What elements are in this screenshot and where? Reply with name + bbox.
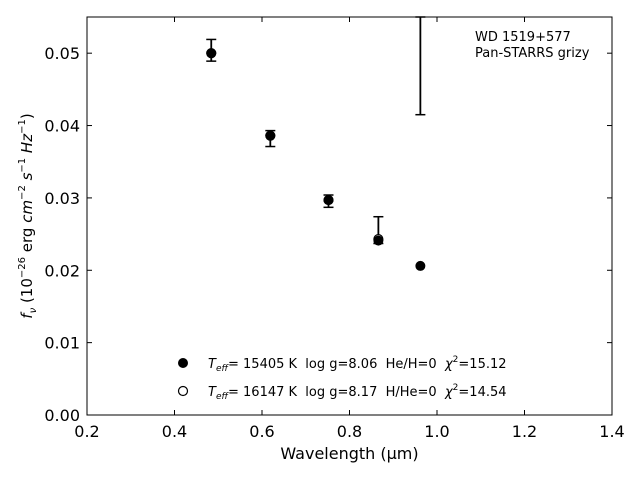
model-point-filled <box>415 260 426 271</box>
axes: 0.2 0.4 0.6 0.8 1.0 1.2 1.4 0.00 0.01 0.02 0.03 0.0… <box>44 17 625 441</box>
x-tick-label: 0.8 <box>337 422 362 441</box>
model-point-filled <box>265 130 276 141</box>
x-tick-label: 1.0 <box>424 422 449 441</box>
legend-marker-filled <box>178 358 188 368</box>
x-tick-label: 0.4 <box>162 422 187 441</box>
y-label-exp4: −1 <box>17 119 28 134</box>
x-tick-label: 1.2 <box>512 422 537 441</box>
y-label-erg: erg <box>18 223 36 257</box>
annotation-object-name: WD 1519+577 <box>475 30 571 45</box>
y-label-exp3: −1 <box>17 158 28 173</box>
y-tick-label: 0.00 <box>44 406 80 425</box>
y-label-exp2: −2 <box>17 185 28 200</box>
y-tick-label: 0.03 <box>44 189 80 208</box>
y-label-cm: cm <box>18 200 36 223</box>
legend-marker-open <box>177 385 189 397</box>
y-label-s: s <box>18 172 36 185</box>
y-label-hz: Hz <box>18 133 36 158</box>
legend-entry-1: Teff= 15405 K log g=8.06 He/H=0 χ2=15.12 <box>208 355 507 374</box>
y-label-close: ) <box>18 113 36 119</box>
y-tick-label: 0.05 <box>44 44 80 63</box>
y-label-exp1: −26 <box>17 257 28 278</box>
y-tick-label: 0.01 <box>44 334 80 353</box>
y-label-nu: ν <box>28 307 39 313</box>
svg-text:fν (10−26 erg cm−2 s−1 Hz−1): fν (10−26 erg cm−2 s−1 Hz−1) <box>17 113 39 318</box>
legend: Teff= 15405 K log g=8.06 He/H=0 χ2=15.12… <box>177 355 507 402</box>
y-tick-label: 0.04 <box>44 117 80 136</box>
x-tick-label: 0.2 <box>74 422 99 441</box>
chart-marks <box>206 16 426 271</box>
model-point-filled <box>206 48 217 59</box>
model-point-filled <box>323 195 334 206</box>
y-tick-label: 0.02 <box>44 261 80 280</box>
x-tick-label: 0.6 <box>249 422 274 441</box>
plot-frame <box>86 16 613 416</box>
y-label-open: (10 <box>18 278 36 308</box>
legend-entry-2: Teff= 16147 K log g=8.17 H/He=0 χ2=14.54 <box>208 383 507 402</box>
model-point-filled <box>373 235 384 246</box>
y-axis-label: fν (10−26 erg cm−2 s−1 Hz−1) <box>17 113 39 318</box>
annotation-survey: Pan-STARRS grizy <box>475 46 590 61</box>
x-tick-label: 1.4 <box>599 422 624 441</box>
x-axis-label: Wavelength (μm) <box>280 444 418 463</box>
y-label-f: f <box>18 311 36 319</box>
